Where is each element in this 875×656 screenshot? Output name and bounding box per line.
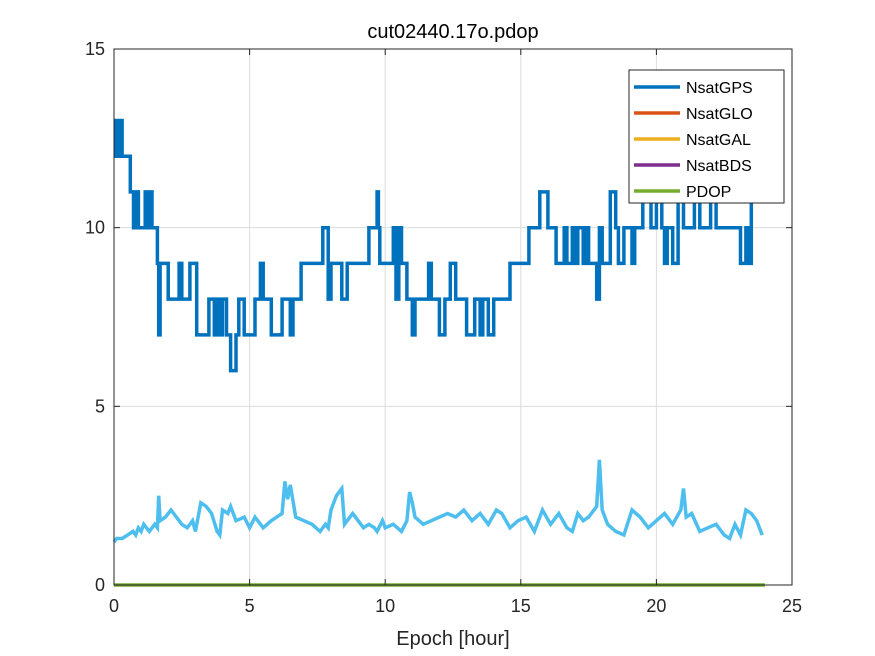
x-tick-label: 15 — [511, 596, 531, 616]
y-tick-label: 0 — [95, 575, 105, 595]
legend: NsatGPS NsatGLO NsatGAL NsatBDS PDOP — [628, 69, 785, 204]
chart-title: cut02440.17o.pdop — [367, 21, 538, 43]
series-line-1 — [112, 459, 764, 544]
legend-entry: NsatGAL — [634, 132, 751, 149]
legend-entries: NsatGPS NsatGLO NsatGAL NsatBDS PDOP — [634, 80, 753, 201]
x-tick-label: 25 — [782, 596, 802, 616]
legend-label: NsatGPS — [686, 80, 753, 97]
x-tick-label: 5 — [245, 596, 255, 616]
y-tick-label: 15 — [85, 39, 105, 59]
y-tick-label: 5 — [95, 396, 105, 416]
legend-entry: PDOP — [634, 184, 731, 201]
x-tick-label: 20 — [646, 596, 666, 616]
x-axis-label: Epoch [hour] — [396, 628, 509, 650]
legend-label: PDOP — [686, 184, 731, 201]
legend-label: NsatGAL — [686, 132, 751, 149]
tick-marks — [113, 48, 793, 586]
x-tick-label: 10 — [375, 596, 395, 616]
x-tick-labels: 0 5 10 15 20 25 — [109, 596, 802, 616]
legend-label: NsatGLO — [686, 106, 753, 123]
y-tick-label: 10 — [85, 218, 105, 238]
legend-label: NsatBDS — [686, 158, 752, 175]
x-tick-label: 0 — [109, 596, 119, 616]
legend-entry: NsatGPS — [634, 80, 753, 97]
y-tick-labels: 0 5 10 15 — [85, 39, 105, 595]
legend-entry: NsatBDS — [634, 158, 752, 175]
legend-box — [628, 69, 785, 204]
axes-box — [113, 48, 793, 586]
legend-entry: NsatGLO — [634, 106, 753, 123]
